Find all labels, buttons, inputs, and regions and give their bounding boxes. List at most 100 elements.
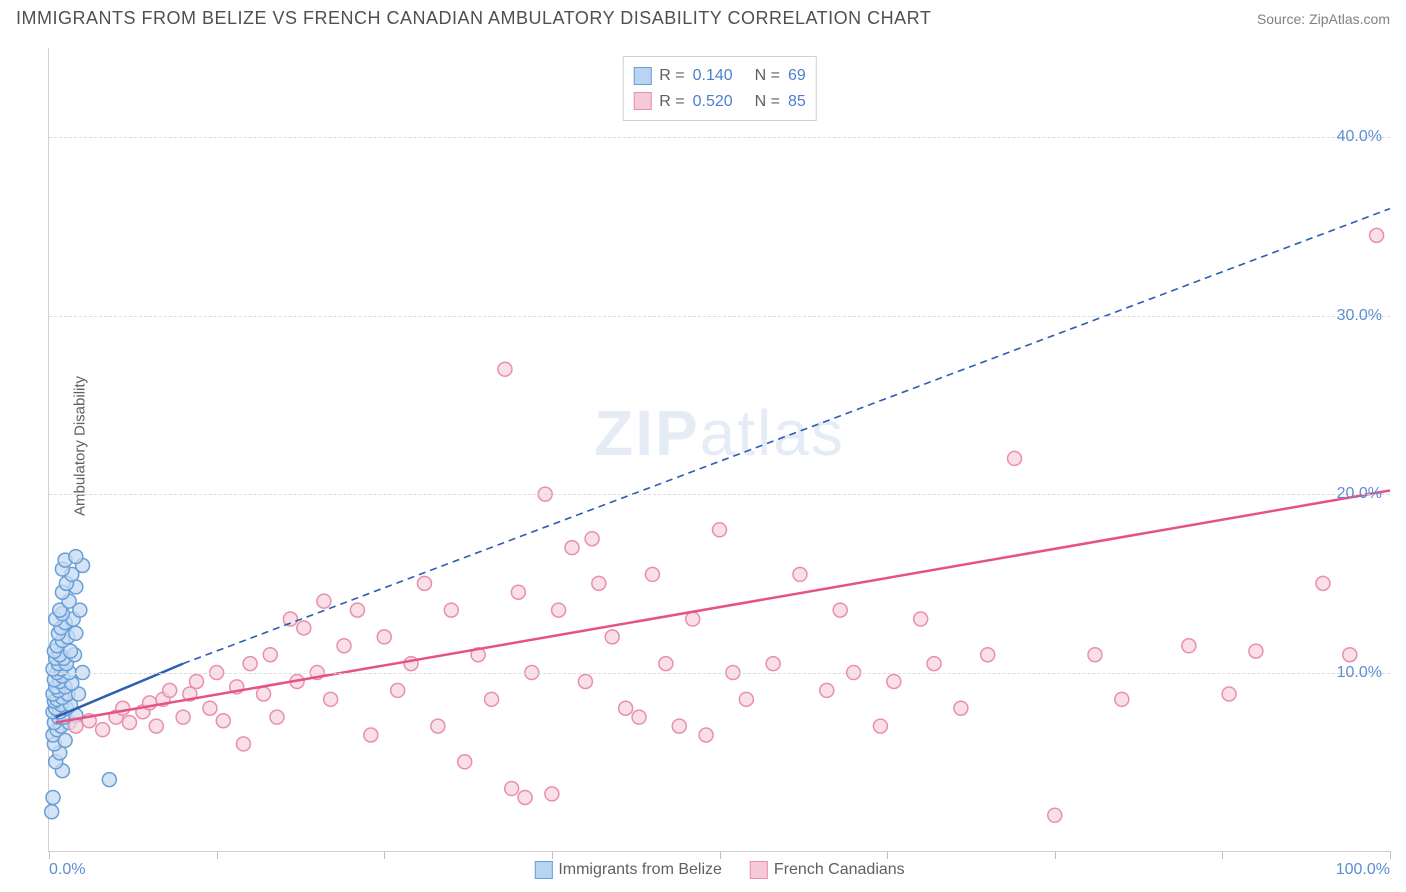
scatter-point (511, 585, 525, 599)
legend-correlation-row: R =0.140N =69 (633, 63, 805, 89)
legend-correlation-row: R =0.520N =85 (633, 89, 805, 115)
legend-swatch (633, 92, 651, 110)
scatter-point (578, 674, 592, 688)
scatter-point (444, 603, 458, 617)
plot-svg (49, 48, 1390, 851)
x-tick (1222, 851, 1223, 859)
scatter-point (163, 683, 177, 697)
scatter-point (243, 657, 257, 671)
x-tick-label: 0.0% (49, 861, 85, 879)
legend-n-value: 69 (788, 63, 806, 89)
scatter-point (1370, 228, 1384, 242)
legend-correlation: R =0.140N =69R =0.520N =85 (622, 56, 816, 121)
scatter-point (645, 567, 659, 581)
scatter-point (632, 710, 646, 724)
legend-r-value: 0.140 (693, 63, 747, 89)
scatter-point (263, 648, 277, 662)
scatter-point (1182, 639, 1196, 653)
scatter-point (391, 683, 405, 697)
scatter-point (565, 541, 579, 555)
scatter-point (954, 701, 968, 715)
scatter-point (914, 612, 928, 626)
scatter-point (69, 550, 83, 564)
scatter-point (873, 719, 887, 733)
x-tick (49, 851, 50, 859)
chart-container: ZIPatlas R =0.140N =69R =0.520N =85 Immi… (48, 48, 1390, 852)
y-tick-label: 20.0% (1337, 485, 1382, 503)
scatter-point (96, 723, 110, 737)
scatter-point (1115, 692, 1129, 706)
legend-series-label: Immigrants from Belize (558, 861, 722, 879)
x-tick (384, 851, 385, 859)
scatter-point (505, 782, 519, 796)
scatter-point (324, 692, 338, 706)
x-tick-label: 100.0% (1336, 861, 1390, 879)
legend-series-label: French Canadians (774, 861, 905, 879)
x-tick (1390, 851, 1391, 859)
scatter-point (377, 630, 391, 644)
x-tick (1055, 851, 1056, 859)
scatter-point (1249, 644, 1263, 658)
x-tick (887, 851, 888, 859)
scatter-point (833, 603, 847, 617)
scatter-point (46, 790, 60, 804)
scatter-point (297, 621, 311, 635)
scatter-point (659, 657, 673, 671)
scatter-point (1008, 451, 1022, 465)
y-tick-label: 10.0% (1337, 664, 1382, 682)
x-tick (720, 851, 721, 859)
scatter-point (592, 576, 606, 590)
legend-series-item: French Canadians (750, 861, 905, 879)
legend-n-value: 85 (788, 89, 806, 115)
scatter-point (69, 719, 83, 733)
legend-r-label: R = (659, 89, 684, 115)
scatter-point (1048, 808, 1062, 822)
scatter-point (364, 728, 378, 742)
scatter-point (337, 639, 351, 653)
y-tick-label: 30.0% (1337, 307, 1382, 325)
gridline (49, 673, 1390, 674)
y-tick-label: 40.0% (1337, 128, 1382, 146)
chart-header: IMMIGRANTS FROM BELIZE VS FRENCH CANADIA… (0, 0, 1406, 29)
scatter-point (122, 716, 136, 730)
source-name: ZipAtlas.com (1309, 11, 1390, 27)
scatter-point (102, 773, 116, 787)
scatter-point (485, 692, 499, 706)
legend-series-item: Immigrants from Belize (534, 861, 722, 879)
scatter-point (417, 576, 431, 590)
scatter-point (270, 710, 284, 724)
scatter-point (45, 805, 59, 819)
scatter-point (545, 787, 559, 801)
scatter-point (699, 728, 713, 742)
scatter-point (981, 648, 995, 662)
scatter-point (216, 714, 230, 728)
source-label: Source: (1257, 11, 1309, 27)
scatter-point (116, 701, 130, 715)
scatter-point (518, 790, 532, 804)
scatter-point (350, 603, 364, 617)
scatter-point (149, 719, 163, 733)
scatter-point (317, 594, 331, 608)
x-tick (217, 851, 218, 859)
scatter-point (257, 687, 271, 701)
scatter-point (672, 719, 686, 733)
scatter-point (820, 683, 834, 697)
chart-title: IMMIGRANTS FROM BELIZE VS FRENCH CANADIA… (16, 8, 931, 29)
scatter-point (1343, 648, 1357, 662)
legend-swatch (750, 861, 768, 879)
scatter-point (927, 657, 941, 671)
scatter-point (619, 701, 633, 715)
plot-area: ZIPatlas R =0.140N =69R =0.520N =85 Immi… (48, 48, 1390, 852)
x-tick (552, 851, 553, 859)
scatter-point (498, 362, 512, 376)
legend-swatch (633, 67, 651, 85)
scatter-point (887, 674, 901, 688)
legend-n-label: N = (755, 89, 780, 115)
gridline (49, 494, 1390, 495)
legend-swatch (534, 861, 552, 879)
scatter-point (176, 710, 190, 724)
source-attribution: Source: ZipAtlas.com (1257, 11, 1390, 27)
scatter-point (585, 532, 599, 546)
scatter-point (1088, 648, 1102, 662)
scatter-point (431, 719, 445, 733)
